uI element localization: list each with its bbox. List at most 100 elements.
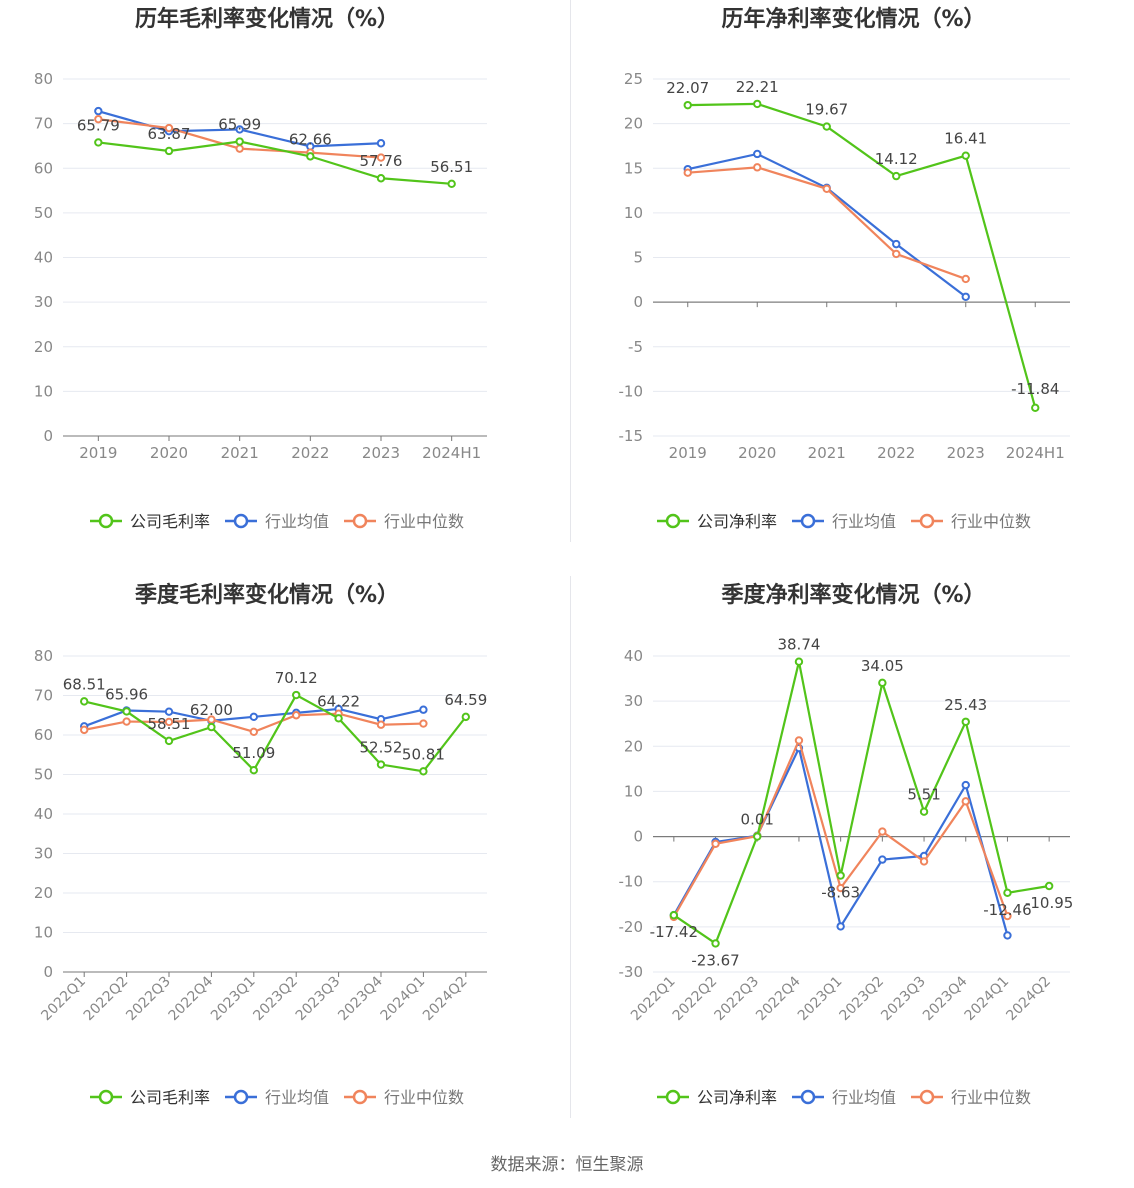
y-tick-label: -20 bbox=[619, 918, 644, 936]
legend-item[interactable]: 公司净利率 bbox=[657, 512, 777, 531]
x-tick-label: 2021 bbox=[808, 444, 846, 462]
y-tick-label: 60 bbox=[34, 159, 53, 177]
legend-item[interactable]: 行业中位数 bbox=[911, 1088, 1031, 1107]
data-point bbox=[207, 722, 216, 732]
x-tick-label: 2023Q1 bbox=[795, 974, 846, 1025]
legend-swatch-marker bbox=[233, 513, 249, 529]
legend-item[interactable]: 行业均值 bbox=[792, 1088, 896, 1107]
data-point bbox=[447, 179, 456, 189]
legend-item[interactable]: 公司净利率 bbox=[657, 1088, 777, 1107]
legend-item[interactable]: 公司毛利率 bbox=[90, 1088, 210, 1107]
x-tick-label: 2024Q2 bbox=[1003, 974, 1054, 1025]
legend-label: 公司净利率 bbox=[697, 512, 777, 531]
chart-title: 历年净利率变化情况（%） bbox=[721, 6, 985, 32]
y-tick-label: 0 bbox=[633, 828, 643, 846]
data-point bbox=[164, 707, 174, 716]
data-point bbox=[753, 832, 762, 841]
data-label: -23.67 bbox=[691, 951, 739, 969]
x-tick-label: 2023Q1 bbox=[208, 974, 259, 1025]
y-tick-label: 40 bbox=[34, 249, 53, 267]
data-point bbox=[164, 736, 174, 746]
y-tick-label: 20 bbox=[34, 338, 53, 356]
chart-title: 季度净利率变化情况（%） bbox=[721, 582, 985, 608]
data-point bbox=[122, 707, 131, 716]
data-point bbox=[961, 780, 970, 790]
quarterly-net-svg: 季度净利率变化情况（%）-30-20-100102030402022Q12022… bbox=[619, 582, 1074, 1107]
data-point bbox=[711, 839, 720, 848]
data-point bbox=[669, 911, 679, 920]
x-tick-label: 2022Q3 bbox=[711, 974, 762, 1025]
y-tick-label: 20 bbox=[624, 115, 643, 133]
data-point bbox=[207, 715, 216, 724]
legend-item[interactable]: 行业均值 bbox=[225, 1088, 329, 1107]
x-tick-label: 2022 bbox=[877, 444, 915, 462]
data-point bbox=[878, 855, 887, 864]
legend-label: 行业均值 bbox=[832, 1088, 896, 1107]
chart-annual-gross-margin: 历年毛利率变化情况（%） 0 10 20 30 40 50 60 70 80 2019 2020 202… bbox=[0, 0, 567, 576]
y-tick-label: -10 bbox=[619, 382, 644, 400]
data-point bbox=[164, 123, 174, 133]
y-tick-label: 50 bbox=[34, 204, 53, 222]
legend-swatch-marker bbox=[665, 1089, 681, 1105]
y-tick-label: -15 bbox=[619, 427, 644, 445]
legend-swatch-marker bbox=[665, 513, 681, 529]
data-point bbox=[164, 146, 174, 156]
data-point bbox=[292, 711, 301, 720]
series-line-1 bbox=[687, 152, 967, 298]
y-tick-label: 40 bbox=[624, 647, 643, 665]
data-point bbox=[419, 719, 428, 728]
x-tick-label: 2020 bbox=[150, 444, 188, 462]
legend-item[interactable]: 行业中位数 bbox=[344, 512, 464, 531]
data-point bbox=[961, 274, 970, 284]
data-label: 22.21 bbox=[736, 78, 779, 96]
x-tick-label: 2023Q3 bbox=[293, 974, 344, 1025]
data-point bbox=[683, 168, 692, 177]
data-point bbox=[794, 736, 804, 745]
data-point bbox=[919, 857, 929, 866]
series-line-0 bbox=[687, 102, 1037, 409]
data-point bbox=[822, 122, 831, 131]
data-label: 64.59 bbox=[444, 691, 487, 709]
legend-item[interactable]: 行业均值 bbox=[792, 512, 896, 531]
vertical-divider-top bbox=[570, 0, 571, 542]
x-tick-label: 2024H1 bbox=[422, 444, 481, 462]
data-point bbox=[711, 939, 720, 948]
x-tick-label: 2024H1 bbox=[1006, 444, 1065, 462]
data-point bbox=[376, 139, 386, 148]
annual-gross-group: 历年毛利率变化情况（%） 0 10 20 30 40 50 60 70 80 2019 2020 202… bbox=[34, 6, 487, 531]
data-label: 63.87 bbox=[148, 125, 191, 143]
quarterly-gross-group: 季度毛利率变化情况（%）010203040506070802022Q12022Q… bbox=[34, 582, 487, 1107]
legend-item[interactable]: 行业均值 bbox=[225, 512, 329, 531]
data-point bbox=[683, 100, 692, 110]
data-point bbox=[94, 114, 103, 124]
y-tick-label: 5 bbox=[633, 249, 643, 267]
data-point bbox=[822, 184, 831, 193]
legend-swatch-marker bbox=[919, 1089, 935, 1105]
legend-label: 公司净利率 bbox=[697, 1088, 777, 1107]
data-point bbox=[249, 765, 259, 775]
data-label: 19.67 bbox=[805, 101, 848, 119]
legend-swatch-marker bbox=[800, 1089, 816, 1105]
data-point bbox=[376, 760, 386, 769]
legend-item[interactable]: 公司毛利率 bbox=[90, 512, 210, 531]
data-point bbox=[753, 149, 762, 159]
x-tick-label: 2021 bbox=[221, 444, 259, 462]
y-tick-label: 25 bbox=[624, 70, 643, 88]
data-point bbox=[961, 292, 970, 301]
data-point bbox=[961, 151, 970, 160]
data-point bbox=[461, 712, 470, 722]
x-tick-label: 2023Q4 bbox=[335, 973, 386, 1024]
legend-item[interactable]: 行业中位数 bbox=[911, 512, 1031, 531]
y-tick-label: 30 bbox=[34, 293, 53, 311]
data-point bbox=[292, 690, 301, 700]
quarterly-gross-svg: 季度毛利率变化情况（%）010203040506070802022Q12022Q… bbox=[34, 582, 487, 1107]
y-tick-label: 30 bbox=[624, 692, 643, 710]
data-point bbox=[892, 249, 901, 259]
data-label: 34.05 bbox=[861, 657, 904, 675]
data-point bbox=[235, 144, 244, 153]
data-point bbox=[419, 767, 428, 776]
data-point bbox=[753, 99, 762, 109]
x-tick-label: 2022Q2 bbox=[670, 974, 721, 1025]
y-tick-label: 0 bbox=[43, 427, 53, 445]
legend-item[interactable]: 行业中位数 bbox=[344, 1088, 464, 1107]
